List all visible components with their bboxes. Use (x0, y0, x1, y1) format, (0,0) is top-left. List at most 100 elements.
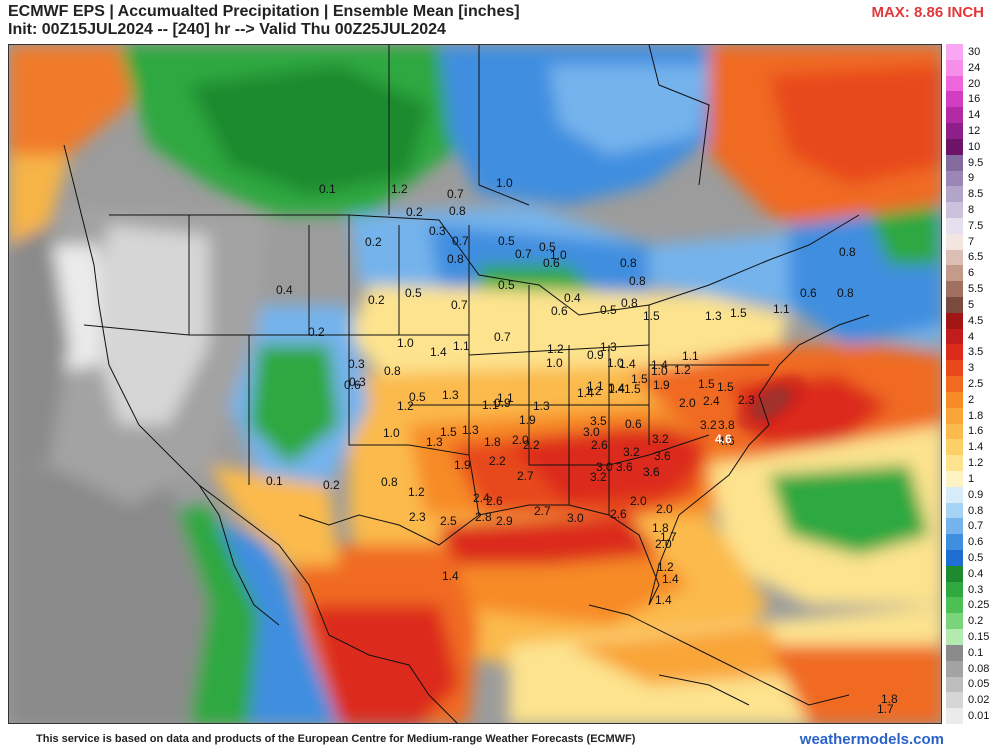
legend-row: 5 (946, 297, 1000, 313)
precip-value-label: 0.5 (405, 286, 422, 300)
color-legend: 30 24 20 16 14 12 10 9.5 9 8.5 8 7.5 7 6.5 6 5.5 5 4.5 4 3.… (946, 44, 1000, 724)
precip-value-label: 0.5 (600, 303, 617, 317)
legend-swatch (946, 597, 963, 614)
legend-row: 0.9 (946, 486, 1000, 503)
legend-label: 4 (968, 330, 975, 343)
legend-label: 7.5 (968, 219, 984, 232)
legend-swatch (946, 202, 963, 218)
precip-value-label: 1.1 (482, 398, 499, 412)
legend-row: 30 (946, 44, 1000, 60)
precip-value-label: 1.3 (533, 399, 550, 413)
legend-label: 0.8 (968, 504, 984, 517)
precip-value-label: 0.6 (543, 256, 560, 270)
precip-value-label: 0.5 (409, 390, 426, 404)
precip-value-label: 1.4 (430, 345, 447, 359)
precip-value-label: 1.7 (877, 702, 894, 716)
precip-value-label: 0.8 (839, 245, 856, 259)
precip-value-label: 3.0 (596, 460, 613, 474)
precip-value-label: 0.8 (621, 296, 638, 310)
precip-value-label: 1.3 (426, 435, 443, 449)
footer-disclaimer: This service is based on data and produc… (36, 733, 636, 745)
precip-value-label: 1.4 (442, 569, 459, 583)
max-label: MAX: 8.86 INCH (871, 4, 984, 21)
precip-value-label: 1.9 (454, 458, 471, 472)
legend-swatch (946, 534, 963, 551)
legend-swatch (946, 407, 963, 424)
legend-swatch (946, 123, 963, 139)
legend-label: 14 (968, 109, 981, 122)
precip-value-label: 2.6 (591, 438, 608, 452)
precip-value-label: 0.7 (451, 298, 468, 312)
legend-row: 1.4 (946, 439, 1000, 456)
precip-value-label: 0.8 (629, 274, 646, 288)
legend-label: 2.5 (968, 377, 984, 390)
legend-swatch (946, 692, 963, 709)
legend-swatch (946, 565, 963, 582)
precip-value-label: 0.8 (620, 256, 637, 270)
precip-value-label: 1.9 (519, 413, 536, 427)
precip-value-label: 1.2 (657, 560, 674, 574)
legend-row: 9 (946, 170, 1000, 187)
precip-value-label: 1.3 (705, 309, 722, 323)
legend-swatch (946, 518, 963, 535)
legend-row: 0.5 (946, 550, 1000, 566)
legend-row: 0.3 (946, 581, 1000, 598)
precip-value-label: 3.6 (654, 449, 671, 463)
legend-swatch (946, 44, 963, 60)
legend-label: 30 (968, 45, 981, 58)
precip-value-label: 1.5 (624, 382, 641, 396)
legend-swatch (946, 376, 963, 392)
legend-label: 9 (968, 172, 975, 185)
precip-value-label: 1.5 (643, 309, 660, 323)
precip-value-label: 1.4 (655, 593, 672, 607)
legend-swatch (946, 676, 963, 693)
legend-swatch (946, 186, 963, 203)
precip-value-label: 1.5 (730, 306, 747, 320)
legend-row: 6 (946, 265, 1000, 282)
precip-value-label: 1.1 (587, 379, 604, 393)
legend-row: 20 (946, 75, 1000, 92)
precip-value-label: 0.1 (266, 474, 283, 488)
legend-row: 0.4 (946, 565, 1000, 582)
legend-row: 0.1 (946, 644, 1000, 661)
precip-value-label: 0.4 (564, 291, 581, 305)
legend-label: 0.3 (968, 583, 984, 596)
legend-label: 20 (968, 77, 981, 90)
precip-value-label: 2.0 (512, 433, 529, 447)
precip-value-label: 3.2 (700, 418, 717, 432)
legend-row: 1.6 (946, 423, 1000, 440)
legend-label: 24 (968, 61, 981, 74)
precip-value-label: 0.8 (447, 252, 464, 266)
legend-label: 7 (968, 235, 975, 248)
precip-value-label: 1.4 (662, 572, 679, 586)
legend-label: 3.5 (968, 346, 984, 359)
legend-swatch (946, 391, 963, 408)
legend-label: 1.8 (968, 409, 984, 422)
precip-value-label: 3.8 (718, 418, 735, 432)
legend-swatch (946, 265, 963, 282)
legend-label: 3 (968, 362, 975, 375)
precip-value-label: 2.2 (489, 454, 506, 468)
precip-value-label: 1.3 (600, 340, 617, 354)
legend-label: 8.5 (968, 188, 984, 201)
brand-link[interactable]: weathermodels.com (799, 731, 944, 748)
legend-swatch (946, 439, 963, 456)
legend-swatch (946, 629, 963, 645)
precip-value-label: 2.0 (630, 494, 647, 508)
legend-row: 7 (946, 233, 1000, 250)
legend-row: 5.5 (946, 281, 1000, 298)
legend-swatch (946, 455, 963, 471)
legend-row: 0.8 (946, 502, 1000, 519)
legend-row: 0.02 (946, 692, 1000, 709)
legend-row: 0.05 (946, 676, 1000, 693)
precip-value-label: 3.6 (616, 460, 633, 474)
precip-value-label: 1.2 (585, 384, 602, 398)
precip-value-label: 0.1 (319, 182, 336, 196)
precip-value-label: 2.0 (655, 537, 672, 551)
precip-value-label: 3.2 (652, 432, 669, 446)
legend-row: 0.6 (946, 534, 1000, 551)
precip-value-label: 2.4 (703, 394, 720, 408)
boundaries (63, 45, 870, 723)
precip-value-label: 0.2 (406, 205, 423, 219)
legend-swatch (946, 312, 963, 329)
